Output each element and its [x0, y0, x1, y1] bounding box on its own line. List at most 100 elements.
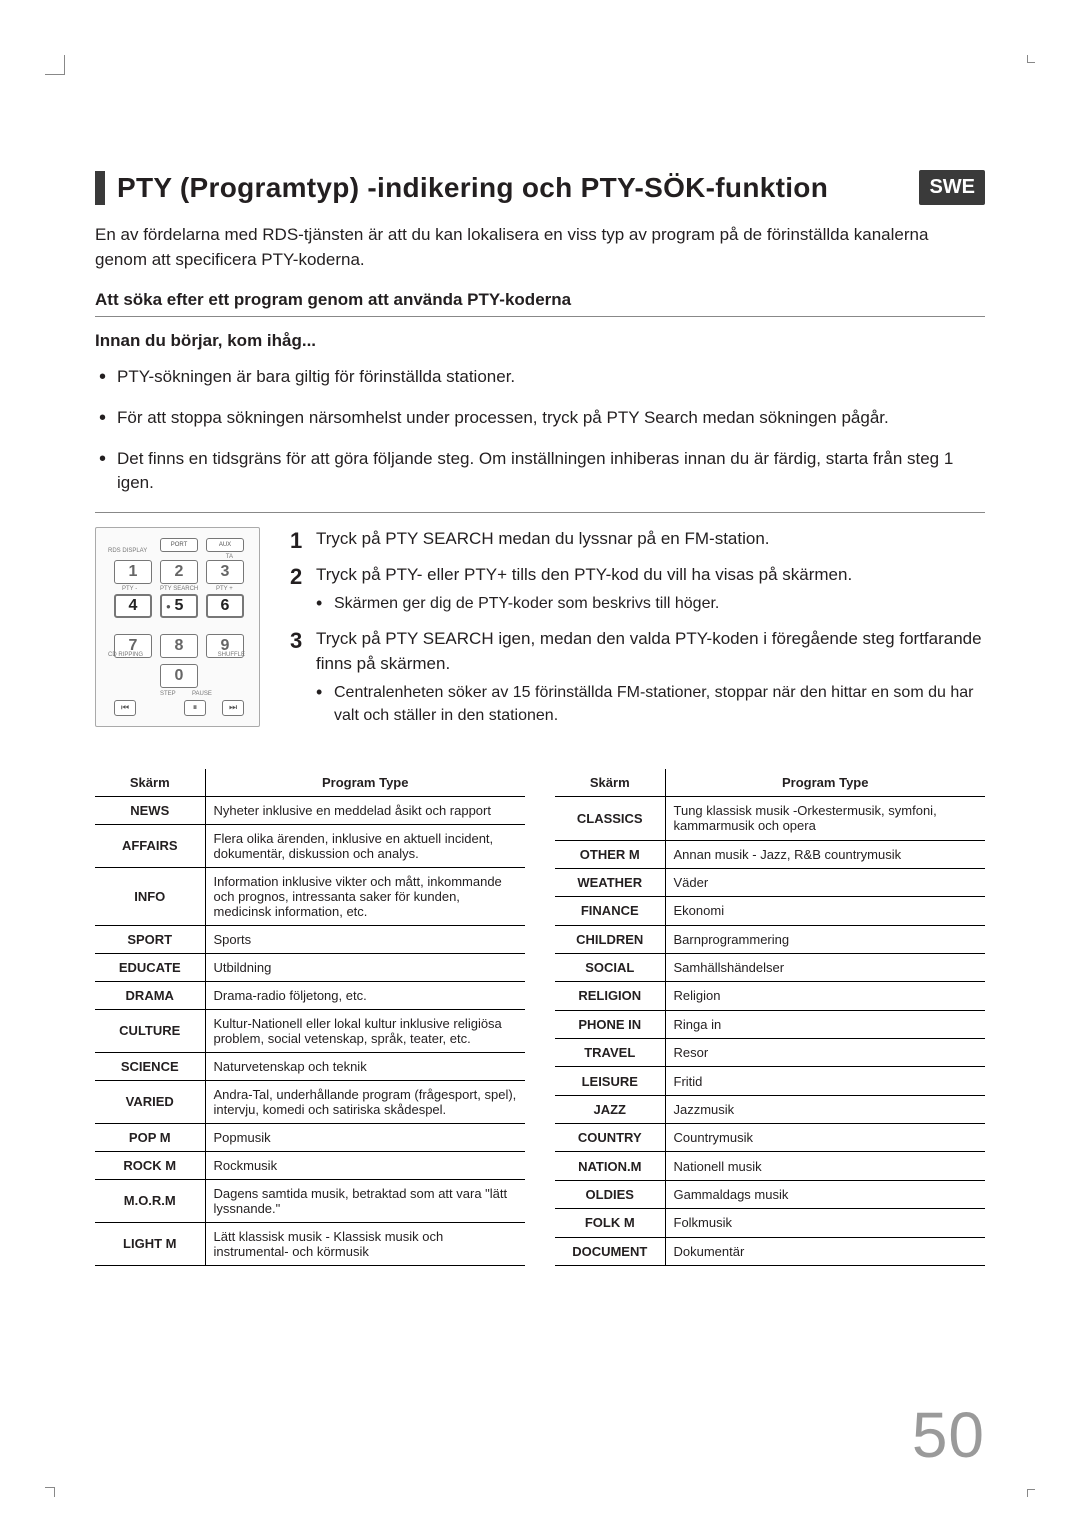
- table-cell-value: Annan musik - Jazz, R&B countrymusik: [665, 840, 985, 868]
- table-row: WEATHERVäder: [555, 868, 985, 896]
- table-row: CLASSICSTung klassisk musik -Orkestermus…: [555, 796, 985, 840]
- table-cell-key: LEISURE: [555, 1067, 665, 1095]
- table-cell-key: SOCIAL: [555, 953, 665, 981]
- bullet-item: För att stoppa sökningen närsomhelst und…: [95, 406, 985, 431]
- remote-btn-8: 8: [160, 634, 198, 658]
- skip-next-icon: ⏭: [229, 702, 237, 713]
- remote-label-ptyp: PTY +: [216, 586, 233, 592]
- table-cell-value: Countrymusik: [665, 1124, 985, 1152]
- table-cell-key: DRAMA: [95, 981, 205, 1009]
- steps-wrapper: RDS DISPLAY PORT AUX TA 1 2 3 PTY - PTY …: [95, 527, 985, 739]
- step-sub-item: Skärmen ger dig de PTY-koder som beskriv…: [316, 592, 985, 615]
- table-cell-key: SCIENCE: [95, 1052, 205, 1080]
- remote-label-ptys: PTY SEARCH: [160, 586, 198, 592]
- divider: [95, 316, 985, 317]
- table-cell-value: Flera olika ärenden, inklusive en aktuel…: [205, 824, 525, 867]
- table-cell-key: CLASSICS: [555, 796, 665, 840]
- table-row: INFOInformation inklusive vikter och måt…: [95, 867, 525, 925]
- table-cell-value: Samhällshändelser: [665, 953, 985, 981]
- table-row: DRAMADrama-radio följetong, etc.: [95, 981, 525, 1009]
- subheading-1: Att söka efter ett program genom att anv…: [95, 290, 985, 310]
- remote-label-step: STEP: [160, 691, 176, 697]
- table-header: Skärm: [555, 769, 665, 797]
- table-row: EDUCATEUtbildning: [95, 953, 525, 981]
- table-cell-key: VARIED: [95, 1080, 205, 1123]
- table-cell-key: CULTURE: [95, 1009, 205, 1052]
- heading-row: PTY (Programtyp) -indikering och PTY-SÖK…: [95, 170, 985, 205]
- table-cell-key: LIGHT M: [95, 1222, 205, 1265]
- page-title: PTY (Programtyp) -indikering och PTY-SÖK…: [117, 172, 828, 204]
- language-badge: SWE: [919, 170, 985, 205]
- table-cell-key: PHONE IN: [555, 1010, 665, 1038]
- remote-btn-2: 2: [160, 560, 198, 584]
- crop-mark: [45, 1487, 55, 1497]
- bullet-list: PTY-sökningen är bara giltig för förinst…: [95, 365, 985, 496]
- table-row: DOCUMENTDokumentär: [555, 1237, 985, 1265]
- step-text: Tryck på PTY- eller PTY+ tills den PTY-k…: [316, 565, 852, 584]
- bullet-item: Det finns en tidsgräns för att göra följ…: [95, 447, 985, 496]
- table-row: CULTUREKultur-Nationell eller lokal kult…: [95, 1009, 525, 1052]
- table-row: RELIGIONReligion: [555, 982, 985, 1010]
- remote-btn-port: PORT: [160, 538, 198, 552]
- table-cell-value: Kultur-Nationell eller lokal kultur inkl…: [205, 1009, 525, 1052]
- table-cell-value: Sports: [205, 925, 525, 953]
- heading-left: PTY (Programtyp) -indikering och PTY-SÖK…: [95, 171, 828, 205]
- table-cell-value: Information inklusive vikter och mått, i…: [205, 867, 525, 925]
- table-row: OLDIESGammaldags musik: [555, 1180, 985, 1208]
- table-cell-key: OTHER M: [555, 840, 665, 868]
- step-text: Tryck på PTY SEARCH igen, medan den vald…: [316, 629, 982, 673]
- table-cell-key: FINANCE: [555, 897, 665, 925]
- table-cell-key: RELIGION: [555, 982, 665, 1010]
- table-header: Skärm: [95, 769, 205, 797]
- step-number: 1: [290, 525, 302, 557]
- table-row: LEISUREFritid: [555, 1067, 985, 1095]
- table-cell-value: Jazzmusik: [665, 1095, 985, 1123]
- step-number: 3: [290, 625, 302, 657]
- table-cell-key: WEATHER: [555, 868, 665, 896]
- step-sub-item: Centralenheten söker av 15 förinställda …: [316, 681, 985, 727]
- bullet-item: PTY-sökningen är bara giltig för förinst…: [95, 365, 985, 390]
- table-cell-value: Dagens samtida musik, betraktad som att …: [205, 1179, 525, 1222]
- table-cell-value: Ekonomi: [665, 897, 985, 925]
- tables-row: Skärm Program Type NEWSNyheter inklusive…: [95, 769, 985, 1266]
- table-cell-value: Naturvetenskap och teknik: [205, 1052, 525, 1080]
- table-row: VARIEDAndra-Tal, underhållande program (…: [95, 1080, 525, 1123]
- pty-table-left: Skärm Program Type NEWSNyheter inklusive…: [95, 769, 525, 1266]
- remote-btn-pause: ⏸: [184, 700, 206, 716]
- crop-mark: [1027, 1489, 1035, 1497]
- subheading-2: Innan du börjar, kom ihåg...: [95, 331, 985, 351]
- remote-diagram: RDS DISPLAY PORT AUX TA 1 2 3 PTY - PTY …: [95, 527, 260, 727]
- table-cell-value: Drama-radio följetong, etc.: [205, 981, 525, 1009]
- table-cell-value: Barnprogrammering: [665, 925, 985, 953]
- table-cell-value: Utbildning: [205, 953, 525, 981]
- table-cell-value: Fritid: [665, 1067, 985, 1095]
- table-row: FOLK MFolkmusik: [555, 1209, 985, 1237]
- remote-btn-6: 6: [206, 594, 244, 618]
- table-cell-value: Religion: [665, 982, 985, 1010]
- table-cell-key: TRAVEL: [555, 1039, 665, 1067]
- table-cell-key: EDUCATE: [95, 953, 205, 981]
- remote-label-rds: RDS DISPLAY: [108, 548, 147, 554]
- table-cell-value: Resor: [665, 1039, 985, 1067]
- table-header: Program Type: [665, 769, 985, 797]
- pause-icon: ⏸: [193, 702, 198, 713]
- table-row: SCIENCENaturvetenskap och teknik: [95, 1052, 525, 1080]
- table-row: JAZZJazzmusik: [555, 1095, 985, 1123]
- table-row: COUNTRYCountrymusik: [555, 1124, 985, 1152]
- table-cell-key: FOLK M: [555, 1209, 665, 1237]
- table-cell-key: CHILDREN: [555, 925, 665, 953]
- table-row: SPORTSports: [95, 925, 525, 953]
- table-cell-value: Tung klassisk musik -Orkestermusik, symf…: [665, 796, 985, 840]
- accent-bar: [95, 171, 105, 205]
- remote-label-cd: CD RIPPING: [108, 652, 143, 658]
- table-row: NATION.MNationell musik: [555, 1152, 985, 1180]
- table-cell-value: Folkmusik: [665, 1209, 985, 1237]
- remote-btn-4: 4: [114, 594, 152, 618]
- table-row: SOCIALSamhällshändelser: [555, 953, 985, 981]
- table-cell-key: AFFAIRS: [95, 824, 205, 867]
- table-cell-key: POP M: [95, 1123, 205, 1151]
- remote-label-shuf: SHUFFLE: [218, 652, 245, 658]
- table-row: AFFAIRSFlera olika ärenden, inklusive en…: [95, 824, 525, 867]
- table-header: Program Type: [205, 769, 525, 797]
- divider: [95, 512, 985, 513]
